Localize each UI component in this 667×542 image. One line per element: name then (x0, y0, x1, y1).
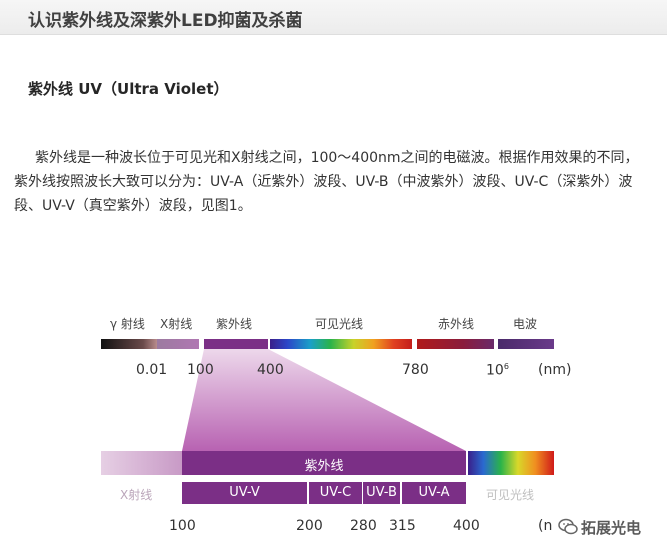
visible-band (270, 339, 414, 349)
tick-10e6: 106 (486, 362, 509, 379)
wechat-icon (558, 518, 578, 535)
label-infrared: 赤外线 (438, 317, 475, 331)
gamma-band (101, 339, 157, 349)
tick-100-top: 100 (187, 362, 214, 378)
watermark-text: 拓展光电 (581, 519, 642, 537)
tick-200: 200 (296, 518, 323, 534)
tick-400-bottom: 400 (453, 518, 480, 534)
visible-bottom-band (468, 451, 554, 475)
uv-band-top (204, 339, 268, 349)
uvb-band (363, 482, 400, 504)
uva-band (402, 482, 466, 504)
label-uv: 紫外线 (216, 317, 253, 331)
tick-100-bottom: 100 (169, 518, 196, 534)
uvb-label: UV-B (366, 485, 397, 500)
xray-bottom-label: X射线 (120, 488, 153, 502)
label-visible: 可见光线 (315, 317, 364, 331)
unit-nm-top: (nm) (538, 362, 572, 378)
tick-0-01: 0.01 (136, 362, 168, 378)
infrared-band (417, 339, 494, 349)
tick-780: 780 (402, 362, 429, 378)
unit-nm-bottom: (n (538, 518, 553, 534)
xray-band (157, 339, 199, 349)
uv-expansion-funnel (182, 349, 466, 451)
tick-280: 280 (350, 518, 377, 534)
uvv-label: UV-V (229, 485, 260, 500)
xray-bottom-band (101, 451, 182, 475)
label-xray: X射线 (160, 317, 193, 331)
uvv-band (182, 482, 307, 504)
article-title: 认识紫外线及深紫外LED抑菌及杀菌 (28, 11, 303, 31)
label-radio: 电波 (513, 317, 538, 331)
uvc-label: UV-C (319, 485, 352, 500)
watermark: 拓展光电 (556, 515, 646, 539)
uva-label: UV-A (418, 485, 450, 500)
uv-bottom-band (182, 451, 466, 475)
uv-bottom-label: 紫外线 (304, 459, 344, 474)
label-gamma: γ 射线 (110, 317, 145, 331)
tick-315: 315 (389, 518, 416, 534)
visible-bottom-label: 可见光线 (486, 488, 535, 502)
radio-band (498, 339, 554, 349)
uvc-band (309, 482, 362, 504)
section-subtitle: 紫外线 UV（Ultra Violet） (28, 80, 229, 98)
article-paragraph: 紫外线是一种波长位于可见光和X射线之间，100～400nm之间的电磁波。根据作用… (14, 150, 639, 214)
top-bar (0, 0, 667, 35)
tick-400-top: 400 (257, 362, 284, 378)
